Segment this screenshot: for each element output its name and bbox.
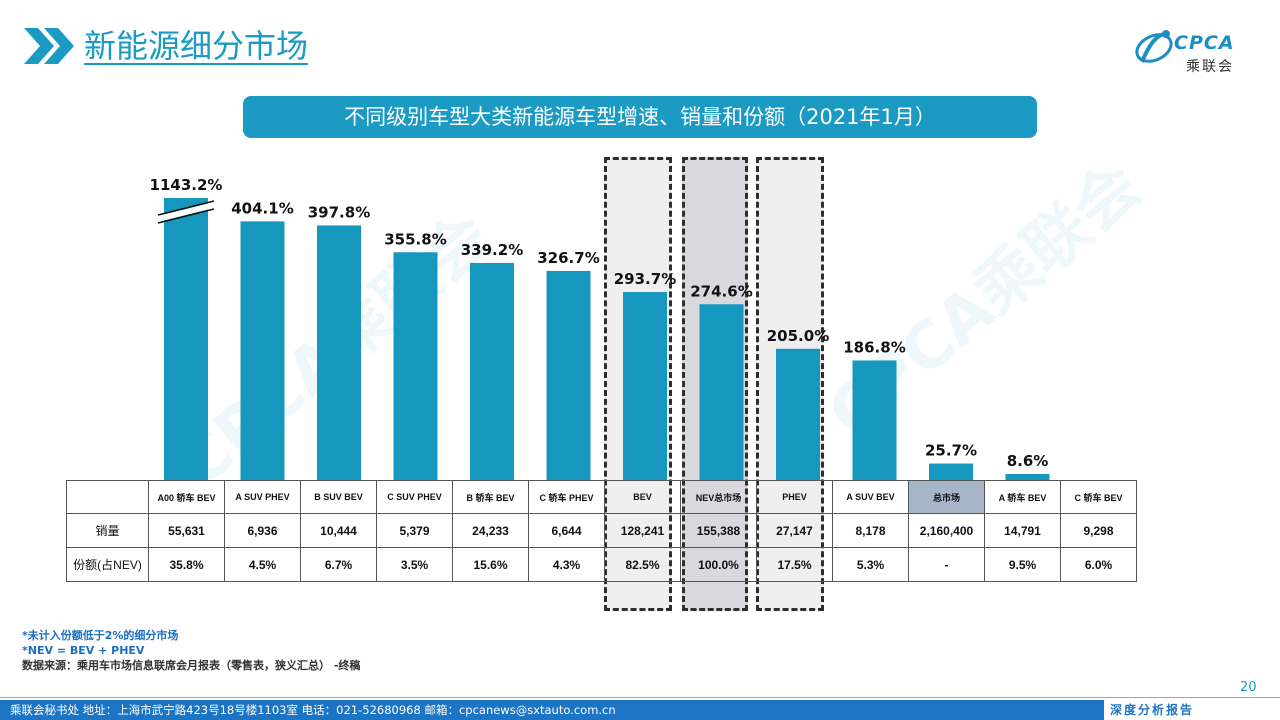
category-header-cell: 总市场 — [908, 480, 985, 514]
bar — [393, 252, 438, 480]
share-cell: 17.5% — [756, 547, 833, 582]
footer-divider — [0, 697, 1280, 698]
share-cell: 82.5% — [604, 547, 681, 582]
sales-cell: 2,160,400 — [908, 513, 985, 548]
header-chevron-icon — [24, 28, 74, 64]
bar-chart: 1143.2% 404.1% 397.8% 355.8% 339.2% 326.7% 293… — [150, 176, 1050, 480]
share-cell: 9.5% — [984, 547, 1061, 582]
footnote-source: 数据来源：乘用车市场信息联席会月报表（零售表，狭义汇总） -终稿 — [22, 659, 361, 672]
bar — [164, 198, 208, 480]
bar — [240, 221, 285, 480]
bar — [623, 292, 667, 480]
data-table: A00 轿车 BEV A SUV PHEV B SUV BEV C SUV PHEV B… — [66, 480, 1137, 582]
share-cell: - — [908, 547, 985, 582]
sales-cell: 14,791 — [984, 513, 1061, 548]
data-label: 355.8% — [384, 230, 446, 248]
share-cell: 15.6% — [452, 547, 529, 582]
table-row-share: 份额(占NEV) 35.8% 4.5% 6.7% 3.5% 15.6% 4.3% 82.5%… — [66, 547, 1137, 582]
sales-cell: 128,241 — [604, 513, 681, 548]
axis-break-mark — [157, 200, 215, 224]
category-header-cell: A 轿车 BEV — [984, 480, 1061, 514]
data-label: 25.7% — [925, 442, 977, 460]
share-cell: 6.7% — [300, 547, 377, 582]
sales-cell: 10,444 — [300, 513, 377, 548]
sales-cell: 24,233 — [452, 513, 529, 548]
share-cell: 100.0% — [680, 547, 757, 582]
share-cell: 4.5% — [224, 547, 301, 582]
share-cell: 6.0% — [1060, 547, 1137, 582]
sales-cell: 9,298 — [1060, 513, 1137, 548]
category-header-cell: C 轿车 BEV — [1060, 480, 1137, 514]
bar — [699, 304, 744, 480]
category-header-cell: B 轿车 BEV — [452, 480, 529, 514]
share-cell: 5.3% — [832, 547, 909, 582]
table-row-sales: 销量 55,631 6,936 10,444 5,379 24,233 6,644 128,… — [66, 513, 1137, 548]
data-label: 326.7% — [537, 249, 599, 267]
bar — [470, 262, 514, 480]
bar — [776, 348, 820, 480]
category-header-cell: NEV总市场 — [680, 480, 757, 514]
cpca-emblem-icon — [1135, 30, 1173, 63]
data-label: 339.2% — [461, 241, 523, 259]
sales-cell: 27,147 — [756, 513, 833, 548]
row-label-share: 份额(占NEV) — [66, 547, 149, 582]
category-header-cell: BEV — [604, 480, 681, 514]
bar — [317, 225, 361, 480]
logo-text: CPCA — [1174, 32, 1235, 54]
category-header-cell: A00 轿车 BEV — [148, 480, 225, 514]
table-header-row: A00 轿车 BEV A SUV PHEV B SUV BEV C SUV PHEV B… — [66, 480, 1137, 514]
data-label: 397.8% — [308, 203, 370, 221]
table-corner-cell — [66, 480, 149, 514]
footnotes: *未计入份额低于2%的细分市场 *NEV = BEV + PHEV 数据来源：乘… — [22, 628, 360, 673]
category-header-cell: C 轿车 PHEV — [528, 480, 605, 514]
category-header-cell: A SUV PHEV — [224, 480, 301, 514]
data-label: 8.6% — [1007, 452, 1049, 470]
category-header-cell: PHEV — [756, 480, 833, 514]
data-label: 293.7% — [614, 270, 676, 288]
share-cell: 4.3% — [528, 547, 605, 582]
data-label: 186.8% — [843, 338, 905, 356]
category-header-cell: C SUV PHEV — [376, 480, 453, 514]
row-label-sales: 销量 — [66, 513, 149, 548]
bar — [852, 360, 897, 480]
bar — [546, 270, 591, 480]
sales-cell: 8,178 — [832, 513, 909, 548]
bar — [1005, 474, 1050, 480]
sales-cell: 55,631 — [148, 513, 225, 548]
sales-cell: 6,644 — [528, 513, 605, 548]
data-label: 205.0% — [767, 327, 829, 345]
page-title: 新能源细分市场 — [84, 27, 309, 65]
page-number: 20 — [1240, 680, 1257, 695]
logo-subtext: 乘联会 — [1186, 59, 1234, 75]
sales-cell: 6,936 — [224, 513, 301, 548]
category-header-cell: A SUV BEV — [832, 480, 909, 514]
bar — [929, 463, 973, 480]
cpca-logo: CPCA 乘联会 — [1132, 22, 1252, 78]
footnote: *NEV = BEV + PHEV — [22, 644, 145, 657]
data-label: 404.1% — [231, 199, 293, 217]
footnote: *未计入份额低于2%的细分市场 — [22, 629, 179, 642]
chart-title: 不同级别车型大类新能源车型增速、销量和份额（2021年1月） — [243, 96, 1037, 138]
footer-bar: 乘联会秘书处 地址：上海市武宁路423号18号楼1103室 电话：021-526… — [0, 700, 1104, 720]
data-label: 274.6% — [690, 282, 752, 300]
data-label: 1143.2% — [150, 176, 223, 194]
category-header-cell: B SUV BEV — [300, 480, 377, 514]
share-cell: 3.5% — [376, 547, 453, 582]
sales-cell: 155,388 — [680, 513, 757, 548]
share-cell: 35.8% — [148, 547, 225, 582]
sales-cell: 5,379 — [376, 513, 453, 548]
footer-tag: 深度分析报告 — [1110, 703, 1195, 717]
